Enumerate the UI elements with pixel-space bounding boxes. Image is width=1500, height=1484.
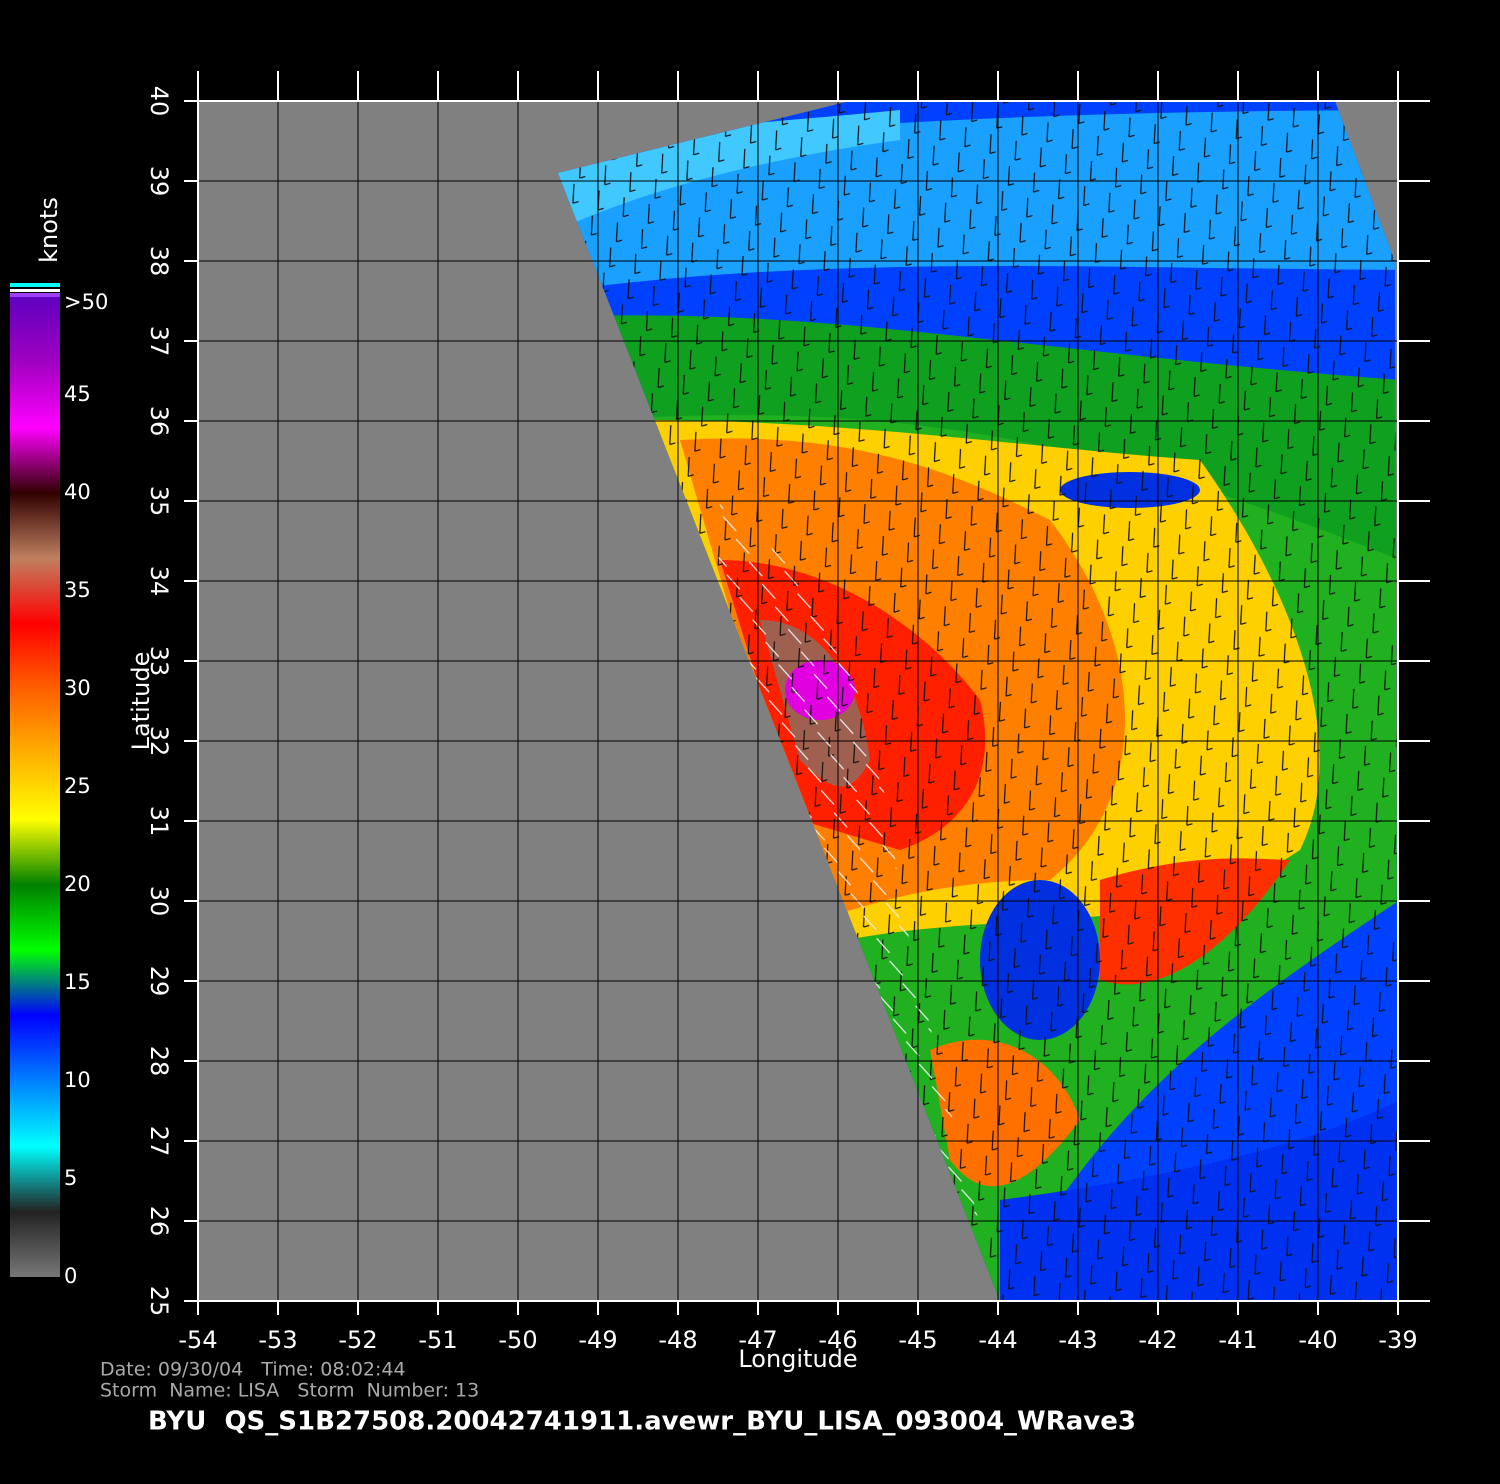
y-tick-label: 31 (145, 806, 173, 837)
colorbar-tick-label: 25 (64, 774, 91, 798)
y-tick-label: 38 (145, 246, 173, 277)
colorbar-tick-label: 40 (64, 480, 91, 504)
colorbar-label: knots (35, 197, 63, 263)
x-tick-label: -53 (258, 1326, 297, 1354)
y-tick-label: 37 (145, 326, 173, 357)
colorbar-tick-label: 45 (64, 382, 91, 406)
colorbar-tick-label: 5 (64, 1166, 77, 1190)
y-tick-label: 34 (145, 566, 173, 597)
x-tick-label: -45 (898, 1326, 937, 1354)
x-tick-label: -47 (738, 1326, 777, 1354)
y-tick-label: 40 (145, 86, 173, 117)
colorbar-tick-label: 0 (64, 1264, 77, 1288)
x-tick-label: -48 (658, 1326, 697, 1354)
y-tick-label: 28 (145, 1046, 173, 1077)
colorbar-cap (10, 293, 60, 297)
y-tick-label: 27 (145, 1126, 173, 1157)
colorbar-tick-label: 20 (64, 872, 91, 896)
x-tick-label: -42 (1138, 1326, 1177, 1354)
y-tick-label: 30 (145, 886, 173, 917)
colorbar-tick-label: 30 (64, 676, 91, 700)
y-tick-label: 25 (145, 1286, 173, 1317)
info-line: Date: 09/30/04 Time: 08:02:44 (100, 1359, 406, 1381)
x-tick-label: -46 (818, 1326, 857, 1354)
y-tick-label: 39 (145, 166, 173, 197)
colorbar-tick-label: 15 (64, 970, 91, 994)
y-tick-label: 35 (145, 486, 173, 517)
y-tick-label: 29 (145, 966, 173, 997)
colorbar-tick-label: 10 (64, 1068, 91, 1092)
y-axis-title: Latitude (127, 652, 155, 751)
x-tick-label: -44 (978, 1326, 1017, 1354)
colorbar-tick-label: >50 (64, 290, 108, 314)
colorbar-cap (10, 289, 60, 292)
x-tick-label: -49 (578, 1326, 617, 1354)
x-tick-label: -39 (1378, 1326, 1417, 1354)
plot-frame (197, 100, 1399, 1302)
x-tick-label: -41 (1218, 1326, 1257, 1354)
x-axis-title: Longitude (738, 1345, 857, 1373)
x-tick-label: -54 (178, 1326, 217, 1354)
y-tick-label: 33 (145, 646, 173, 677)
colorbar (10, 297, 60, 1277)
y-tick-label: 26 (145, 1206, 173, 1237)
colorbar-cap (10, 283, 60, 287)
x-tick-label: -43 (1058, 1326, 1097, 1354)
info-line: Storm Name: LISA Storm Number: 13 (100, 1380, 479, 1402)
y-tick-label: 32 (145, 726, 173, 757)
x-tick-label: -50 (498, 1326, 537, 1354)
colorbar-tick-label: 35 (64, 578, 91, 602)
product-title: BYU QS_S1B27508.20042741911.avewr_BYU_LI… (148, 1407, 1136, 1437)
x-tick-label: -52 (338, 1326, 377, 1354)
x-tick-label: -51 (418, 1326, 457, 1354)
y-tick-label: 36 (145, 406, 173, 437)
x-tick-label: -40 (1298, 1326, 1337, 1354)
